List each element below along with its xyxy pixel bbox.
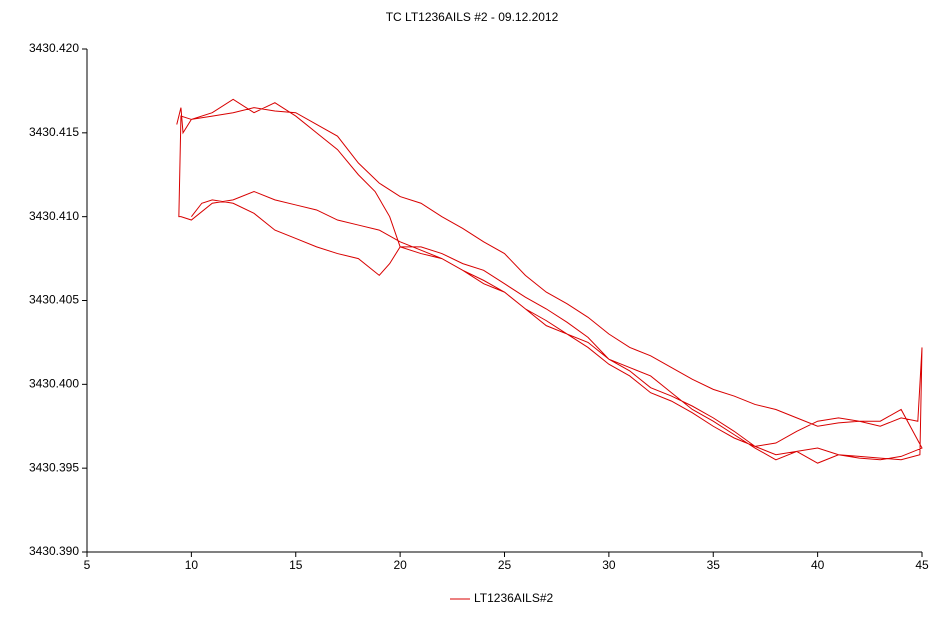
x-tick-label: 35 <box>707 558 721 572</box>
y-tick-label: 3430.415 <box>29 125 79 139</box>
y-tick-label: 3430.400 <box>29 377 79 391</box>
y-tick-label: 3430.410 <box>29 209 79 223</box>
x-tick-label: 5 <box>84 558 91 572</box>
x-tick-label: 25 <box>498 558 512 572</box>
x-tick-label: 45 <box>915 558 929 572</box>
legend-label: LT1236AILS#2 <box>474 591 553 605</box>
x-tick-label: 10 <box>185 558 199 572</box>
x-tick-label: 30 <box>602 558 616 572</box>
y-tick-label: 3430.395 <box>29 460 79 474</box>
chart-title: TC LT1236AILS #2 - 09.12.2012 <box>386 10 559 24</box>
y-tick-label: 3430.420 <box>29 41 79 55</box>
x-tick-label: 40 <box>811 558 825 572</box>
data-line <box>176 98 923 464</box>
x-tick-label: 15 <box>289 558 303 572</box>
x-tick-label: 20 <box>393 558 407 572</box>
y-tick-label: 3430.390 <box>29 544 79 558</box>
y-tick-label: 3430.405 <box>29 293 79 307</box>
